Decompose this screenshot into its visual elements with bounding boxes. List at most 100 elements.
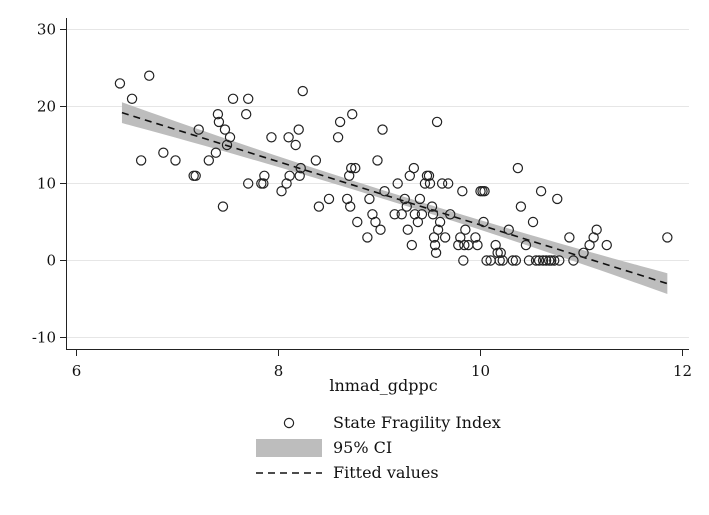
data-point <box>434 216 446 228</box>
data-point <box>217 201 229 212</box>
data-point <box>533 255 545 266</box>
data-point <box>297 85 308 97</box>
data-point <box>344 170 355 181</box>
data-point <box>416 209 428 220</box>
data-point <box>453 239 464 251</box>
data-point <box>457 185 468 197</box>
data-point <box>193 124 204 135</box>
data-point <box>546 255 557 266</box>
data-point <box>510 255 522 266</box>
data-point <box>537 255 549 266</box>
data-point <box>470 232 481 243</box>
data-point <box>242 178 254 189</box>
data-point <box>554 255 565 266</box>
data-point <box>523 255 535 266</box>
data-point <box>219 124 231 135</box>
data-point <box>135 155 147 166</box>
data-point <box>284 170 295 181</box>
data-point <box>372 155 383 166</box>
data-point <box>364 193 375 205</box>
data-point <box>212 108 224 120</box>
data-point <box>347 108 358 120</box>
y-tick-label: 20 <box>37 98 56 116</box>
data-point <box>430 247 442 258</box>
data-point <box>439 232 451 243</box>
data-point <box>362 232 373 243</box>
data-point <box>662 232 673 243</box>
y-tick-label: 30 <box>37 21 56 39</box>
data-point <box>568 255 579 266</box>
data-point <box>591 224 602 235</box>
data-point <box>495 247 506 258</box>
data-point <box>459 239 470 251</box>
data-point <box>158 147 169 158</box>
legend-label: Fitted values <box>333 463 439 482</box>
legend: State Fragility Index 95% CI Fitted values <box>256 413 501 482</box>
data-point <box>520 239 532 251</box>
legend-label: State Fragility Index <box>333 413 501 432</box>
data-point <box>458 255 469 266</box>
data-point <box>346 162 357 174</box>
data-point <box>350 162 361 174</box>
data-point <box>290 139 301 151</box>
data-point <box>460 224 471 235</box>
data-point <box>213 116 225 128</box>
x-tick-label: 8 <box>274 362 284 380</box>
data-point <box>601 239 612 251</box>
x-axis-title: lnmad_gdppc <box>329 376 437 395</box>
data-point <box>540 255 552 266</box>
axes <box>60 18 689 356</box>
data-point <box>490 239 501 251</box>
x-tick-label: 12 <box>673 362 692 380</box>
y-tick-label: 0 <box>46 252 56 270</box>
data-point <box>512 162 524 174</box>
data-point <box>564 232 575 243</box>
data-point <box>472 239 483 251</box>
points-layer <box>114 70 673 266</box>
data-point <box>552 193 563 205</box>
data-point <box>535 185 547 197</box>
data-point <box>549 255 560 266</box>
data-point <box>379 185 390 197</box>
data-point <box>481 255 492 266</box>
data-point <box>295 162 306 174</box>
data-point <box>377 124 388 135</box>
legend-label: 95% CI <box>333 438 392 457</box>
data-point <box>432 224 444 235</box>
ci-band-layer <box>121 102 668 294</box>
data-point <box>334 116 346 128</box>
data-point <box>375 224 386 235</box>
y-tick-label: -10 <box>32 329 56 347</box>
data-point <box>345 201 356 212</box>
data-point <box>492 247 503 258</box>
data-point <box>527 216 539 228</box>
data-point <box>436 178 448 189</box>
data-point <box>266 132 277 143</box>
data-point <box>283 132 294 143</box>
data-point <box>399 193 410 205</box>
data-point <box>126 93 138 105</box>
data-point <box>259 170 270 181</box>
data-point <box>392 178 403 189</box>
data-point <box>396 209 407 220</box>
x-tick-label: 10 <box>471 362 490 380</box>
data-point <box>293 124 304 135</box>
data-point <box>227 93 239 105</box>
data-point <box>114 78 126 89</box>
legend-marker-symbol <box>283 417 295 429</box>
data-point <box>370 216 381 228</box>
ci-band <box>121 102 668 294</box>
data-point <box>294 170 305 181</box>
data-point <box>503 224 514 235</box>
data-point <box>515 201 527 212</box>
data-point <box>423 170 435 181</box>
data-point <box>258 178 269 189</box>
data-point <box>442 178 454 189</box>
data-point <box>479 185 490 197</box>
data-point <box>431 116 443 128</box>
data-point <box>276 185 287 197</box>
data-point <box>323 193 335 205</box>
data-point <box>242 93 254 105</box>
data-point <box>313 201 325 212</box>
